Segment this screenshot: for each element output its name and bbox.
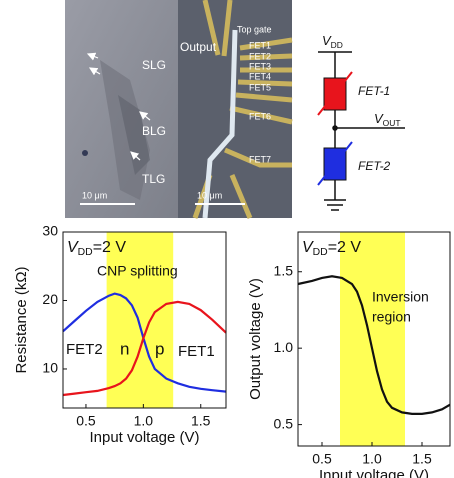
device-label: FET4 <box>249 71 271 81</box>
y-tick-label: 0.5 <box>274 415 294 431</box>
scale-bar-label: 10 μm <box>197 190 222 200</box>
device-label: FET5 <box>249 82 271 92</box>
supply-annotation-rest: =2 V <box>93 239 127 256</box>
supply-annotation: VDD=2 V <box>67 239 126 258</box>
x-tick-label: 0.5 <box>312 451 332 467</box>
y-tick-label: 1.5 <box>274 262 294 278</box>
y-tick-label: 20 <box>42 291 58 307</box>
circuit <box>318 52 405 210</box>
series-label: FET2 <box>66 341 103 358</box>
annotation: Inversion <box>372 289 429 305</box>
highlight-band <box>340 232 405 446</box>
vdd-label-subscript: DD <box>331 40 343 50</box>
device-label: FET2 <box>249 51 271 61</box>
device-label: Top gate <box>237 24 272 34</box>
micrograph-right <box>178 0 292 218</box>
y-axis-label: Resistance (kΩ) <box>13 266 30 373</box>
fet-label: FET-2 <box>358 159 391 173</box>
y-tick-label: 30 <box>42 223 58 239</box>
supply-annotation-rest: =2 V <box>328 239 362 256</box>
device-label: FET7 <box>249 154 271 164</box>
fet-label: FET-1 <box>358 84 390 98</box>
annotation: n <box>120 339 129 358</box>
supply-annotation-subscript: DD <box>78 247 93 258</box>
x-tick-label: 1.5 <box>412 451 432 467</box>
series-label: FET1 <box>178 343 215 360</box>
y-tick-label: 10 <box>42 360 58 376</box>
annotation: region <box>372 309 411 325</box>
vdd-label: VDD <box>322 33 343 50</box>
x-tick-label: 0.5 <box>76 413 96 429</box>
layer-label: BLG <box>142 124 166 138</box>
layer-label: TLG <box>142 172 165 186</box>
x-tick-label: 1.5 <box>191 413 211 429</box>
vout-label-subscript: OUT <box>383 118 401 128</box>
device-label: FET6 <box>249 111 271 121</box>
device-label: Output <box>180 40 217 54</box>
device-label: FET1 <box>249 40 271 50</box>
y-tick-label: 1.0 <box>274 339 294 355</box>
device-label: FET3 <box>249 61 271 71</box>
annotation: CNP splitting <box>97 263 178 279</box>
figure: SLGBLGTLGOutputTop gateFET1FET2FET3FET4F… <box>0 0 454 478</box>
highlight-band <box>107 232 174 408</box>
layer-label: SLG <box>142 58 166 72</box>
scale-bar-label: 10 μm <box>82 190 107 200</box>
x-axis-label: Input voltage (V) <box>319 467 429 478</box>
y-axis-label: Output voltage (V) <box>247 278 264 400</box>
x-tick-label: 1.0 <box>134 413 154 429</box>
annotation: p <box>155 339 164 358</box>
supply-annotation: VDD=2 V <box>302 239 361 258</box>
vout-label: VOUT <box>374 111 400 128</box>
x-tick-label: 1.0 <box>362 451 382 467</box>
supply-annotation-subscript: DD <box>313 247 328 258</box>
x-axis-label: Input voltage (V) <box>89 429 199 446</box>
